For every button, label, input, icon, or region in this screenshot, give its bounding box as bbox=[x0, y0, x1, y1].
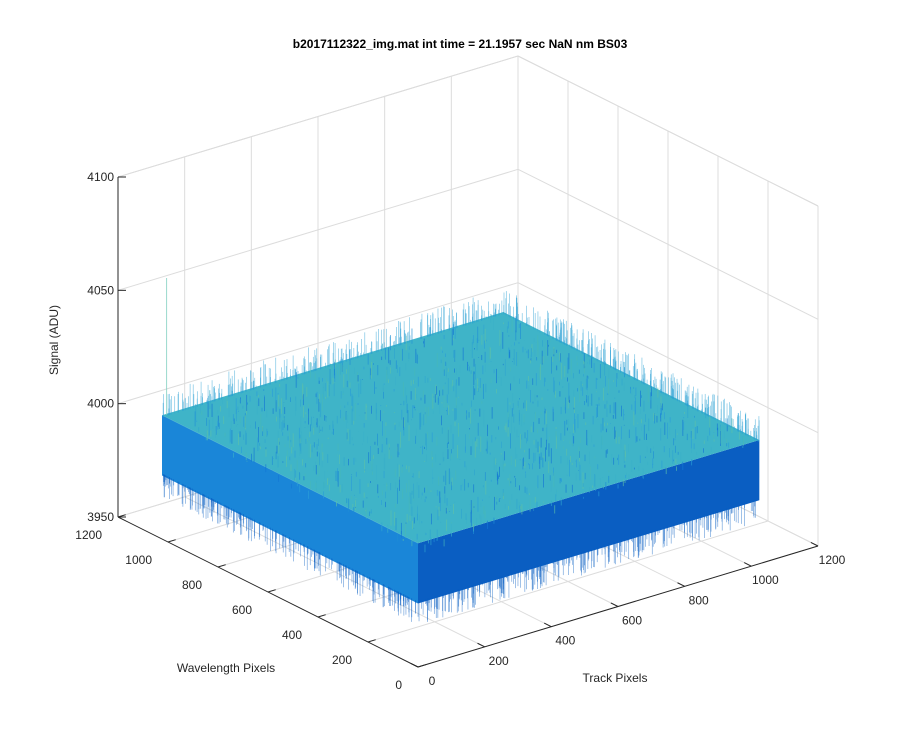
back-wall-gridline-z bbox=[117, 282, 519, 405]
y-tick-label: 1000 bbox=[125, 553, 152, 567]
y-tick-mark bbox=[217, 564, 226, 568]
x-tick-label: 200 bbox=[489, 654, 509, 668]
side-wall-gridline-z bbox=[517, 282, 819, 434]
y-tick-mark bbox=[317, 614, 326, 618]
chart-title: b2017112322_img.mat int time = 21.1957 s… bbox=[293, 37, 628, 51]
floor-gridline-y bbox=[367, 520, 769, 643]
surface-layer bbox=[162, 277, 760, 622]
surface-top bbox=[162, 311, 760, 544]
y-tick-label: 600 bbox=[232, 603, 252, 617]
x-tick-mark bbox=[677, 582, 685, 587]
y-tick-mark bbox=[367, 639, 376, 643]
surface-side-front bbox=[418, 439, 760, 604]
z-tick-label: 4050 bbox=[87, 283, 114, 297]
y-tick-mark bbox=[417, 664, 426, 668]
x-tick-mark bbox=[543, 622, 552, 628]
x-tick-label: 600 bbox=[622, 614, 642, 628]
y-axis-label: Wavelength Pixels bbox=[177, 661, 275, 675]
x-tick-mark bbox=[610, 602, 619, 607]
back-wall-gridline-z bbox=[117, 168, 519, 291]
y-tick-mark bbox=[267, 589, 276, 593]
x-tick-mark bbox=[743, 562, 752, 567]
y-tick-label: 400 bbox=[282, 628, 302, 642]
x-tick-label: 0 bbox=[429, 674, 436, 688]
box-top-edge bbox=[517, 55, 819, 207]
x-tick-label: 400 bbox=[555, 634, 575, 648]
x-tick-label: 1000 bbox=[752, 573, 779, 587]
x-axis-label: Track Pixels bbox=[583, 671, 648, 685]
surface-side-left bbox=[162, 415, 418, 604]
z-axis-label: Signal (ADU) bbox=[47, 305, 61, 375]
x-tick-mark bbox=[410, 662, 419, 668]
tick-layer: 0 200 400 600 800 1000 1200 0 200 400 600 800 1000 12… bbox=[75, 170, 845, 692]
y-tick-label: 0 bbox=[395, 678, 402, 692]
z-tick-label: 4000 bbox=[87, 397, 114, 411]
y-tick-mark bbox=[167, 539, 176, 543]
x-tick-mark bbox=[810, 541, 819, 547]
x-tick-mark bbox=[477, 642, 485, 648]
x-tick-label: 800 bbox=[689, 593, 709, 607]
y-tick-label: 800 bbox=[182, 578, 202, 592]
box-top-edge bbox=[117, 55, 519, 178]
x-tick-label: 1200 bbox=[819, 553, 846, 567]
z-tick-label: 3950 bbox=[87, 510, 114, 524]
side-wall-gridline-z bbox=[517, 168, 819, 320]
z-tick-label: 4100 bbox=[87, 170, 114, 184]
y-tick-label: 1200 bbox=[75, 528, 102, 542]
y-tick-label: 200 bbox=[332, 653, 352, 667]
